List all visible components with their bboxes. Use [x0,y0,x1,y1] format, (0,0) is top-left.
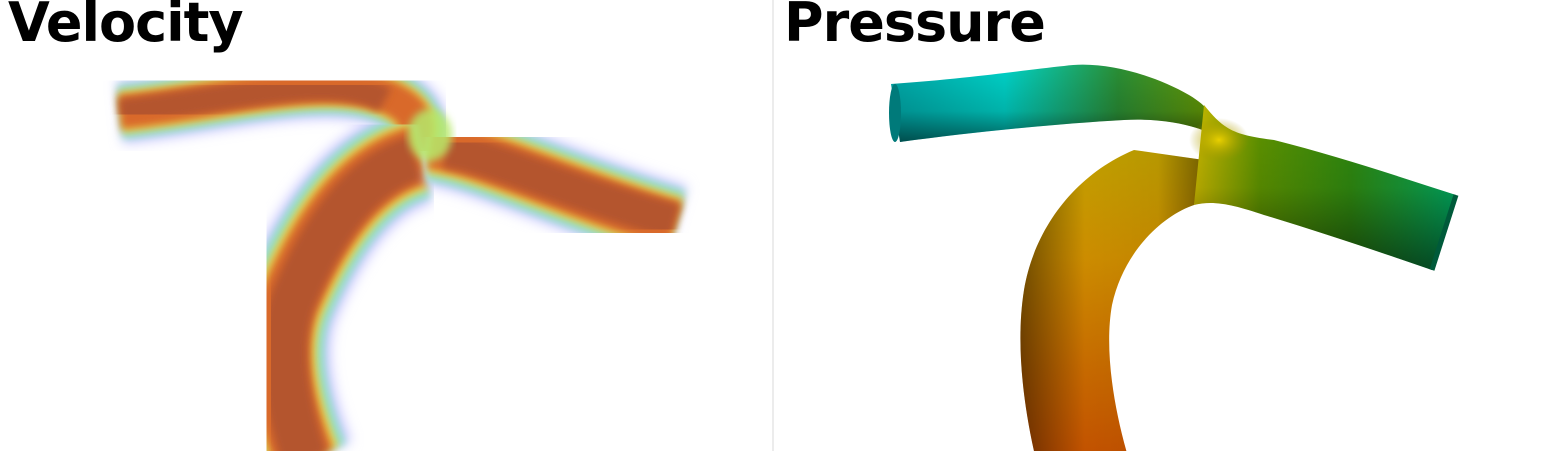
pressure-inlet-vessel [889,64,1216,142]
pressure-junction-highlight [1189,118,1249,162]
pressure-descending-vessel [1020,150,1204,451]
velocity-field-render [116,54,687,451]
velocity-panel: Velocity [0,0,772,451]
pressure-outlet-vessel [1194,105,1459,271]
panel-divider [772,0,774,451]
pressure-field-render [889,64,1459,451]
velocity-descending-vessel [230,106,435,451]
pressure-panel: Pressure [774,0,1547,451]
velocity-outlet-vessel [424,104,687,265]
velocity-title: Velocity [8,0,244,54]
pressure-title: Pressure [784,0,1046,54]
